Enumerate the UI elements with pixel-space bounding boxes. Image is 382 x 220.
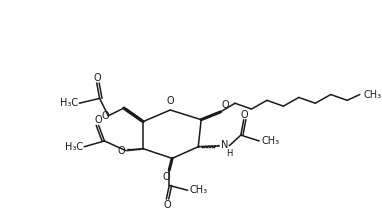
Text: O: O bbox=[95, 116, 102, 125]
Text: H₃C: H₃C bbox=[60, 98, 78, 108]
Text: O: O bbox=[167, 96, 174, 106]
Text: O: O bbox=[222, 100, 229, 110]
Text: CH₃: CH₃ bbox=[189, 185, 208, 195]
Text: O: O bbox=[241, 110, 249, 120]
Text: N: N bbox=[222, 140, 229, 150]
Text: O: O bbox=[94, 73, 102, 83]
Text: H₃C: H₃C bbox=[65, 142, 83, 152]
Text: H: H bbox=[226, 149, 233, 158]
Text: O: O bbox=[102, 111, 109, 121]
Text: CH₃: CH₃ bbox=[364, 90, 382, 99]
Text: CH₃: CH₃ bbox=[261, 136, 279, 146]
Text: O: O bbox=[117, 146, 125, 156]
Text: O: O bbox=[163, 172, 170, 182]
Text: O: O bbox=[163, 200, 171, 210]
